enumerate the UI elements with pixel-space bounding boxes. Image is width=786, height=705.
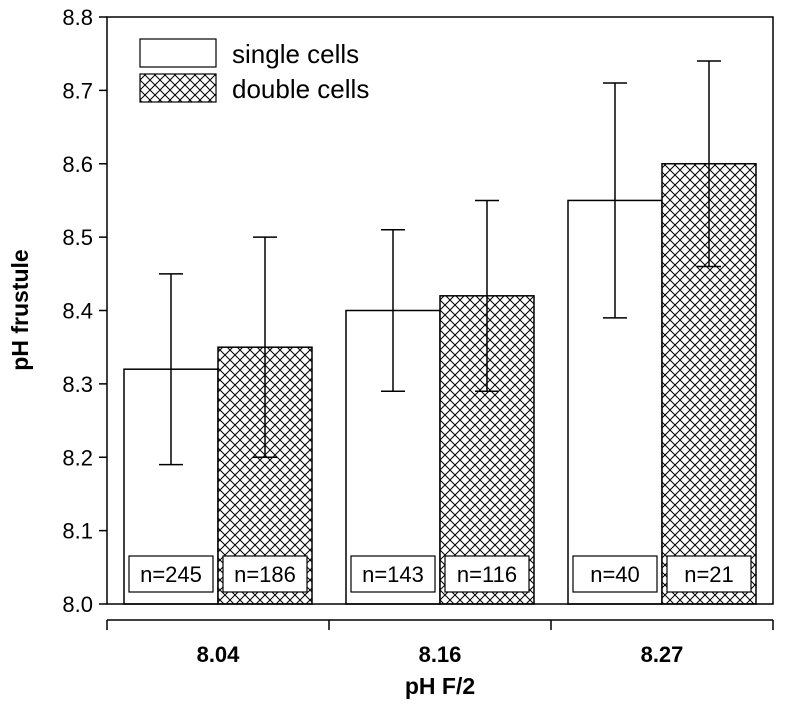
sample-size-box [666,555,752,593]
x-category-label: 8.27 [641,642,684,667]
sample-size-box [128,555,214,593]
sample-size-label: n=40 [590,562,640,587]
sample-size-labels: n=245 n=186 n=143 n=116 n=40 n=21 [128,555,752,593]
y-axis: 8.0 8.1 8.2 8.3 8.4 8.5 8.6 8.7 8.8 [62,5,107,617]
y-tick-label: 8.5 [62,225,93,250]
y-axis-title: pH frustule [7,249,33,370]
legend-swatch-double-cells [139,73,217,103]
legend-label-double-cells: double cells [232,74,369,104]
y-tick-label: 8.0 [62,592,93,617]
sample-size-label: n=116 [457,562,517,587]
error-bars-layer [159,60,721,466]
x-category-label: 8.16 [419,642,462,667]
sample-size-label: n=245 [140,562,202,587]
y-tick-label: 8.8 [62,5,93,30]
sample-size-label: n=143 [362,562,424,587]
sample-size-label: n=21 [684,562,734,587]
x-axis-title: pH F/2 [405,673,475,699]
y-tick-label: 8.6 [62,152,93,177]
sample-size-label: n=186 [234,562,296,587]
y-tick-label: 8.2 [62,445,93,470]
y-tick-label: 8.1 [62,519,93,544]
y-tick-label: 8.7 [62,78,93,103]
y-tick-label: 8.3 [62,372,93,397]
sample-size-box [222,555,308,593]
x-axis: 8.04 8.16 8.27 [106,619,774,667]
bars-layer [123,163,757,605]
legend: single cells double cells [139,38,369,104]
y-tick-label: 8.4 [62,299,93,324]
sample-size-box [444,555,530,593]
legend-swatch-single-cells [139,38,217,68]
sample-size-box [572,555,658,593]
legend-label-single-cells: single cells [232,39,359,69]
sample-size-box [350,555,436,593]
x-category-label: 8.04 [197,642,241,667]
